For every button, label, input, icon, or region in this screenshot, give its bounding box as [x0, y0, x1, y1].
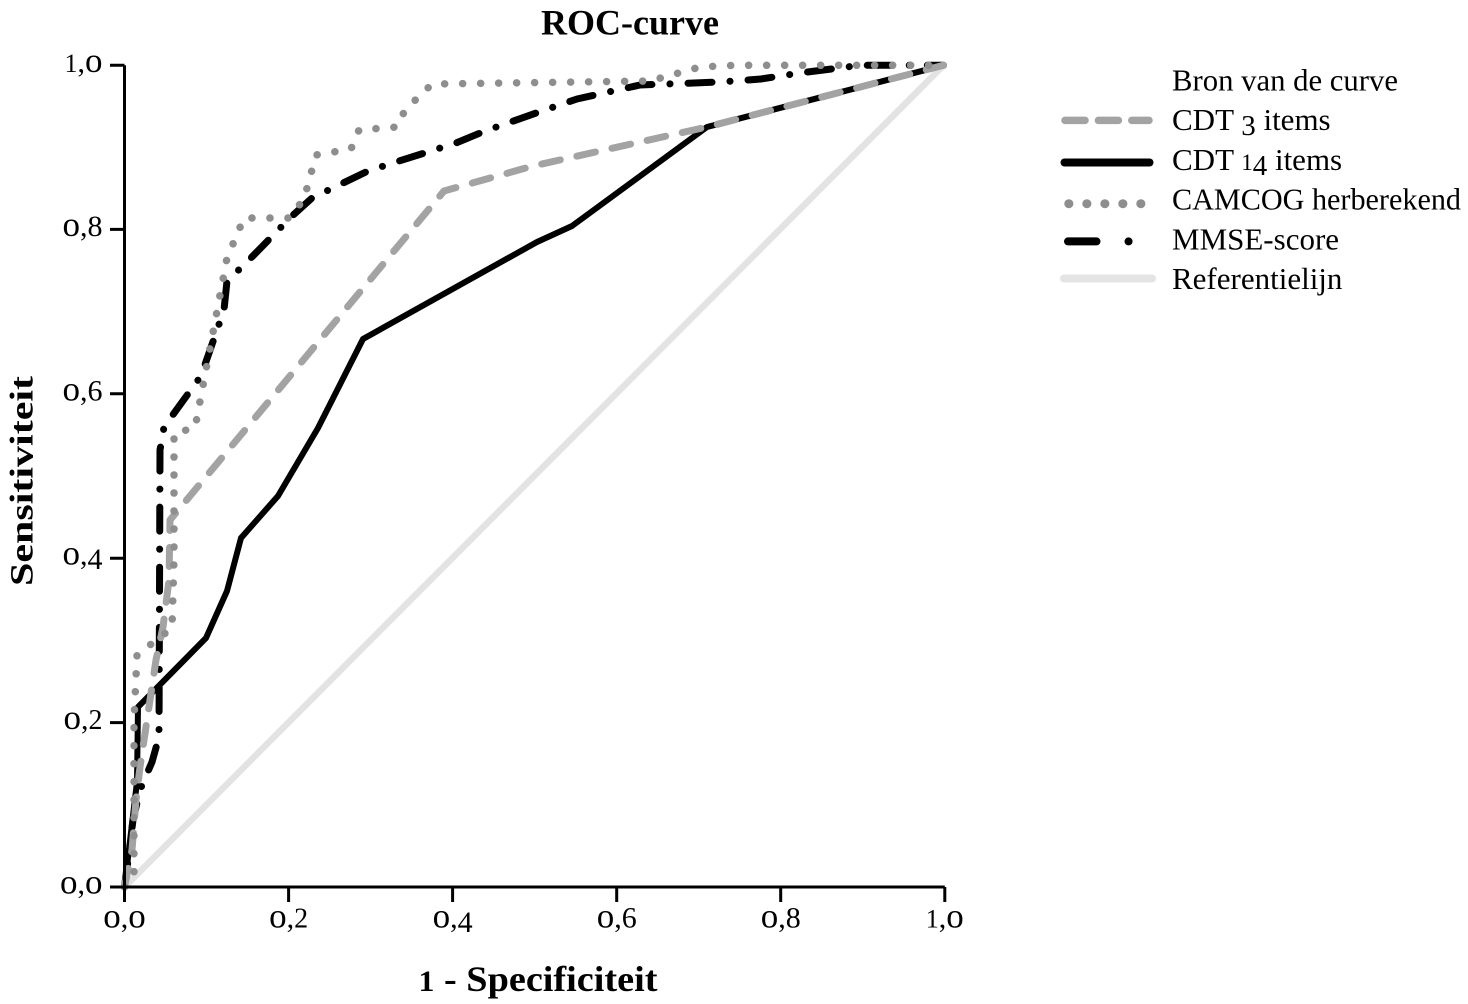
svg-text:o,2: o,2: [64, 698, 103, 737]
svg-text:o,6: o,6: [597, 897, 637, 936]
svg-text:o,8: o,8: [761, 897, 801, 936]
svg-text:Sensitiviteit: Sensitiviteit: [5, 376, 41, 586]
svg-text:o,6: o,6: [63, 369, 103, 408]
svg-text:MMSE-score: MMSE-score: [1172, 221, 1339, 256]
svg-text:CDT 14 items: CDT 14 items: [1172, 142, 1342, 182]
svg-text:CAMCOG herberekend: CAMCOG herberekend: [1172, 182, 1461, 217]
svg-text:Referentielijn: Referentielijn: [1172, 261, 1343, 296]
svg-text:o,o: o,o: [60, 863, 103, 902]
svg-text:o,o: o,o: [103, 897, 146, 936]
svg-text:ROC-curve: ROC-curve: [541, 2, 719, 42]
svg-text:1 - Specificiteit: 1 - Specificiteit: [419, 959, 658, 999]
svg-text:o,2: o,2: [269, 897, 308, 936]
svg-text:o,4: o,4: [63, 534, 103, 577]
svg-text:Bron van de curve: Bron van de curve: [1172, 63, 1398, 98]
svg-text:o,8: o,8: [63, 205, 103, 244]
